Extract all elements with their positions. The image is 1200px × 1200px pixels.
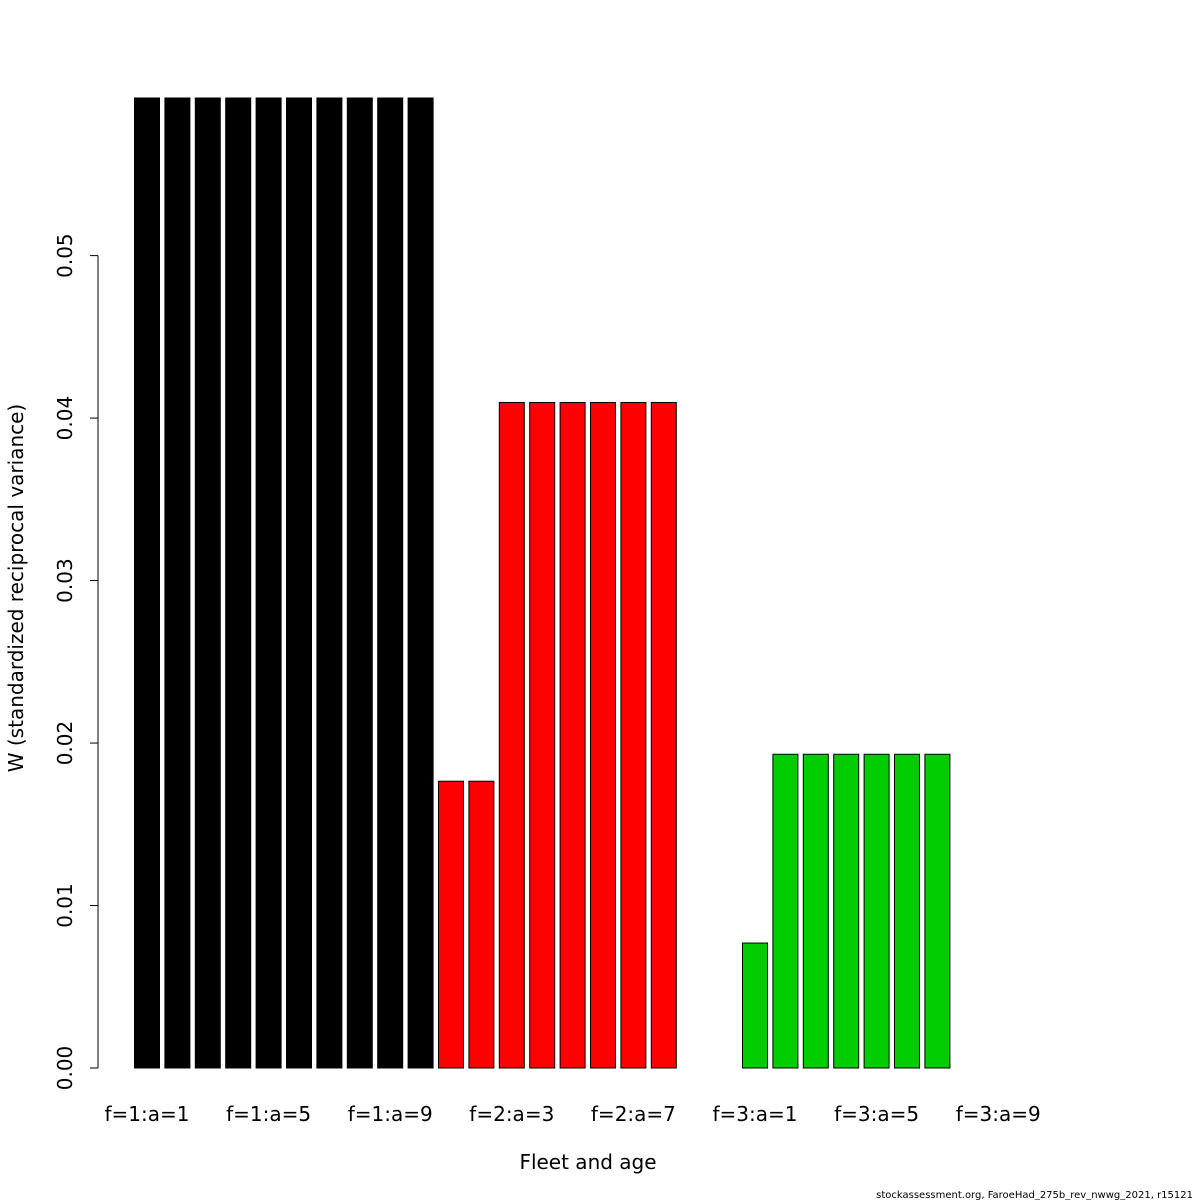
bar — [164, 97, 191, 1069]
bar — [650, 401, 677, 1069]
x-tick-label: f=3:a=5 — [834, 1102, 919, 1126]
bar — [377, 97, 404, 1069]
bar — [225, 97, 252, 1069]
bar — [346, 97, 373, 1069]
x-tick-label: f=1:a=1 — [105, 1102, 190, 1126]
bar — [468, 780, 495, 1069]
bar — [894, 753, 920, 1069]
bar — [286, 97, 312, 1069]
x-tick-label: f=2:a=7 — [591, 1102, 676, 1126]
y-tick-label: 0.04 — [53, 396, 77, 441]
x-tick-label: f=3:a=1 — [713, 1102, 798, 1126]
y-tick-label: 0.05 — [53, 233, 77, 278]
bar — [255, 97, 282, 1069]
bar — [772, 753, 799, 1069]
bar — [438, 780, 464, 1069]
bar — [620, 401, 647, 1069]
x-tick-label: f=3:a=9 — [956, 1102, 1041, 1126]
bar — [863, 753, 890, 1069]
bar — [134, 97, 160, 1069]
y-axis-label: W (standardized reciprocal variance) — [4, 404, 28, 773]
y-tick-label: 0.03 — [53, 558, 77, 603]
x-tick-label: f=1:a=9 — [348, 1102, 433, 1126]
bar — [559, 401, 586, 1069]
bar — [924, 753, 951, 1069]
bar — [498, 401, 525, 1069]
y-tick-label: 0.02 — [53, 721, 77, 766]
bar — [316, 97, 343, 1069]
x-tick-label: f=2:a=3 — [469, 1102, 554, 1126]
bar — [407, 97, 434, 1069]
bar — [802, 753, 829, 1069]
bar — [833, 753, 860, 1069]
x-tick-label: f=1:a=5 — [226, 1102, 311, 1126]
x-axis-label: Fleet and age — [519, 1150, 656, 1174]
bar — [529, 401, 556, 1069]
y-tick-label: 0.00 — [53, 1046, 77, 1091]
y-tick-label: 0.01 — [53, 883, 77, 928]
footer: stockassessment.org, FaroeHad_275b_rev_n… — [876, 1190, 1193, 1200]
bar — [742, 942, 768, 1069]
bar — [194, 97, 221, 1069]
bar — [590, 401, 616, 1069]
